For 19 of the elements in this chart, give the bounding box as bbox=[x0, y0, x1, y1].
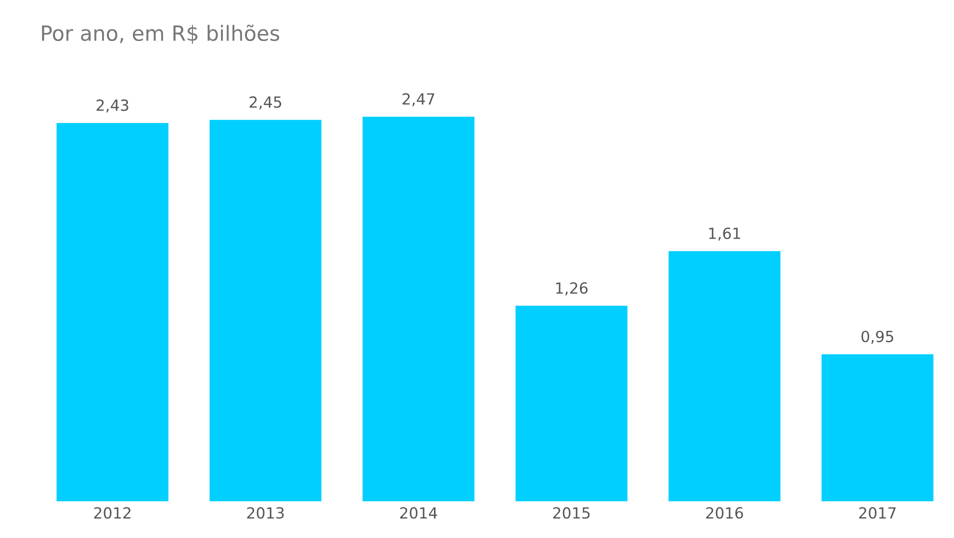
bar bbox=[361, 115, 476, 502]
x-tick-label: 2017 bbox=[859, 507, 896, 519]
x-tick-label: 2013 bbox=[247, 507, 284, 519]
data-label: 2,47 bbox=[402, 93, 434, 106]
bar bbox=[514, 304, 629, 502]
bar bbox=[820, 352, 935, 502]
data-label: 0,95 bbox=[862, 330, 894, 344]
data-label: 1,61 bbox=[709, 228, 740, 241]
data-label: 1,26 bbox=[556, 282, 588, 296]
chart-title: Por ano, em R$ bilhões bbox=[42, 24, 280, 44]
x-tick-label: 2012 bbox=[94, 507, 130, 519]
x-tick-label: 2016 bbox=[706, 507, 743, 519]
x-tick-label: 2014 bbox=[400, 507, 438, 519]
bar bbox=[55, 122, 170, 502]
bar bbox=[208, 118, 323, 502]
x-tick-label: 2015 bbox=[553, 507, 590, 519]
bar bbox=[667, 250, 782, 502]
data-label: 2,45 bbox=[250, 96, 282, 110]
data-label: 2,43 bbox=[96, 99, 128, 113]
